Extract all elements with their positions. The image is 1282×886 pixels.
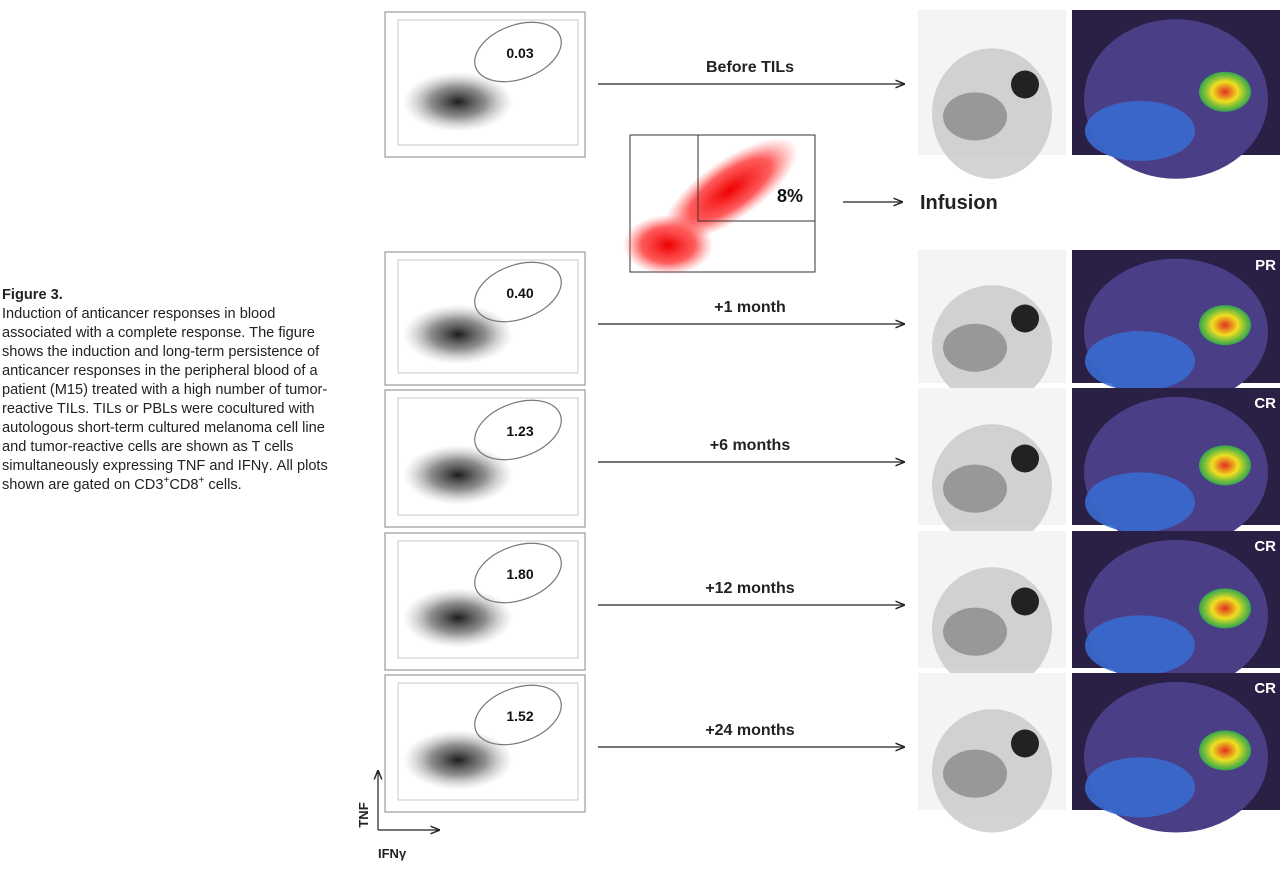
figure-panels: 0.03 Before TILs 0.40 +1 month PR 1.23 +6 mont…	[0, 0, 1282, 886]
axis-label-x: IFNγ	[378, 846, 407, 861]
gate-value: 1.23	[506, 423, 533, 439]
infusion-label: Infusion	[920, 192, 998, 214]
response-badge: PR	[1255, 257, 1276, 274]
petct-uptake	[1199, 730, 1251, 770]
time-label: +24 months	[705, 722, 794, 739]
pet-organ	[943, 465, 1007, 513]
response-badge: CR	[1254, 395, 1276, 412]
time-label: +6 months	[710, 437, 791, 454]
gate-value: 0.40	[506, 285, 533, 301]
cell-cloud	[403, 588, 513, 648]
pet-organ	[1011, 305, 1039, 333]
response-badge: CR	[1254, 680, 1276, 697]
time-label: +1 month	[714, 299, 786, 316]
pet-organ	[943, 92, 1007, 140]
gate-value: 1.52	[506, 708, 533, 724]
figure-page: {"figure": {"label": "Figure 3.", "capti…	[0, 0, 1282, 886]
petct-liver	[1085, 615, 1195, 675]
petct-uptake	[1199, 588, 1251, 628]
time-label: Before TILs	[706, 59, 794, 76]
pet-organ	[1011, 71, 1039, 99]
page: Figure 3 body { margin: 0; width: 1282px…	[0, 0, 1282, 886]
infusion-gate-value: 8%	[777, 186, 803, 206]
petct-uptake	[1199, 305, 1251, 345]
pet-organ	[1011, 588, 1039, 616]
pet-organ	[943, 324, 1007, 372]
petct-liver	[1085, 331, 1195, 391]
pet-organ	[943, 750, 1007, 798]
pet-organ	[1011, 445, 1039, 473]
time-label: +12 months	[705, 580, 794, 597]
gate-value: 1.80	[506, 566, 533, 582]
petct-uptake	[1199, 72, 1251, 112]
axis-label-y: TNF	[356, 802, 371, 827]
cell-cloud	[403, 445, 513, 505]
pet-organ	[1011, 730, 1039, 758]
pet-organ	[943, 608, 1007, 656]
gate-value: 0.03	[506, 45, 533, 61]
petct-liver	[1085, 472, 1195, 532]
response-badge: CR	[1254, 538, 1276, 555]
petct-liver	[1085, 101, 1195, 161]
cell-cloud	[403, 730, 513, 790]
petct-liver	[1085, 757, 1195, 817]
petct-uptake	[1199, 445, 1251, 485]
cell-cloud	[403, 304, 513, 364]
